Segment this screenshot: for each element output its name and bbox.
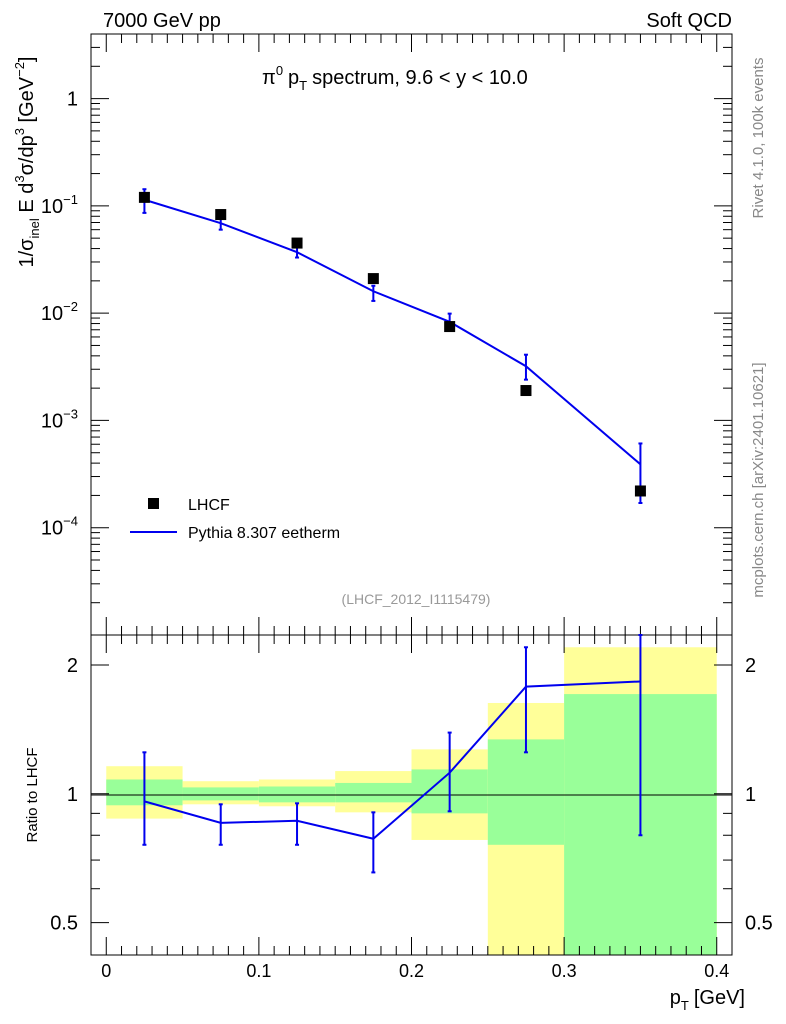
legend-marker-lhcf — [148, 498, 159, 509]
ratio-plot-frame — [90, 634, 733, 956]
ratio-y-axis-label: Ratio to LHCF — [24, 747, 41, 842]
main-mc-series — [142, 188, 643, 504]
data-point — [215, 209, 227, 221]
legend-label-pythia: Pythia 8.307 eetherm — [188, 525, 340, 542]
ratio-x-tick-label: 0.3 — [552, 961, 577, 981]
ratio-x-tick-labels: 0 0.1 0.2 0.3 0.4 — [101, 961, 729, 981]
data-point — [520, 385, 532, 397]
mc-line — [144, 198, 642, 466]
ratio-y-tick-label: 2 — [67, 655, 78, 677]
data-point — [634, 485, 646, 497]
ratio-x-tick-label: 0.2 — [399, 961, 424, 981]
main-panel: 1 10−1 10−2 10−3 10−4 π0 pT spectrum, 9.6 < y … — [12, 33, 733, 636]
ratio-band-1sigma-3 — [335, 782, 412, 803]
title-t-subscript: T — [299, 78, 307, 93]
generator-label: Rivet 4.1.0, 100k events — [750, 58, 767, 219]
main-y-tick-label: 10−1 — [41, 192, 78, 218]
category-label: Soft QCD — [646, 10, 732, 32]
ratio-panel: 2 2 1 1 0.5 0.5 0 0.1 0.2 0.3 0.4 Ratio to LHCF p… — [24, 634, 773, 1013]
ratio-band-1sigma-1 — [182, 787, 259, 801]
main-y-tick-labels: 1 10−1 10−2 10−3 10−4 — [41, 89, 78, 540]
main-y-axis-label: 1/σinel E d3σ/dp3 [GeV−2] — [12, 56, 42, 267]
data-point — [444, 321, 456, 333]
legend: LHCF Pythia 8.307 eetherm — [130, 497, 340, 542]
energy-label: 7000 GeV pp — [103, 10, 221, 32]
ratio-y-tick-label-right: 1 — [745, 784, 756, 806]
title-pi: π — [262, 67, 276, 89]
main-plot-frame — [90, 33, 733, 636]
ratio-uncertainty-bands — [106, 647, 717, 955]
ratio-x-tick-label: 0 — [101, 961, 111, 981]
main-axis-ticks — [91, 33, 732, 636]
ratio-y-tick-label: 1 — [67, 784, 78, 806]
ratio-y-tick-labels: 2 2 1 1 0.5 0.5 — [50, 655, 773, 935]
main-y-tick-label: 10−4 — [41, 514, 78, 540]
data-point — [367, 273, 379, 285]
title-rest: spectrum, 9.6 < y < 10.0 — [312, 67, 528, 89]
x-label-p: p — [670, 987, 681, 1009]
ratio-x-tick-label: 0.1 — [246, 961, 271, 981]
main-y-tick-label: 1 — [67, 89, 78, 111]
ratio-y-tick-label-right: 2 — [745, 655, 756, 677]
x-axis-label: pT [GeV] — [670, 987, 745, 1013]
title-pi-superscript: 0 — [276, 63, 283, 78]
ratio-band-1sigma-2 — [258, 786, 336, 803]
main-y-tick-label: 10−3 — [41, 406, 78, 432]
ratio-mc-series — [142, 634, 643, 874]
data-point — [138, 191, 150, 203]
title-p: p — [288, 67, 299, 89]
x-label-unit: [GeV] — [694, 987, 745, 1009]
ratio-y-tick-label-right: 0.5 — [745, 913, 773, 935]
ratio-band-1sigma-5 — [487, 739, 565, 845]
legend-label-lhcf: LHCF — [188, 497, 230, 514]
main-y-tick-label: 10−2 — [41, 299, 78, 325]
main-data-series — [138, 191, 646, 497]
analysis-id-label: (LHCF_2012_I1115479) — [342, 591, 491, 607]
main-plot-title: π0 pT spectrum, 9.6 < y < 10.0 — [262, 63, 528, 93]
ratio-x-tick-label: 0.4 — [704, 961, 729, 981]
ratio-y-tick-label: 0.5 — [50, 913, 78, 935]
ratio-axis-ticks — [91, 635, 732, 955]
x-label-t-subscript: T — [681, 998, 689, 1013]
source-label: mcplots.cern.ch [arXiv:2401.10621] — [750, 362, 767, 597]
data-point — [291, 237, 303, 249]
